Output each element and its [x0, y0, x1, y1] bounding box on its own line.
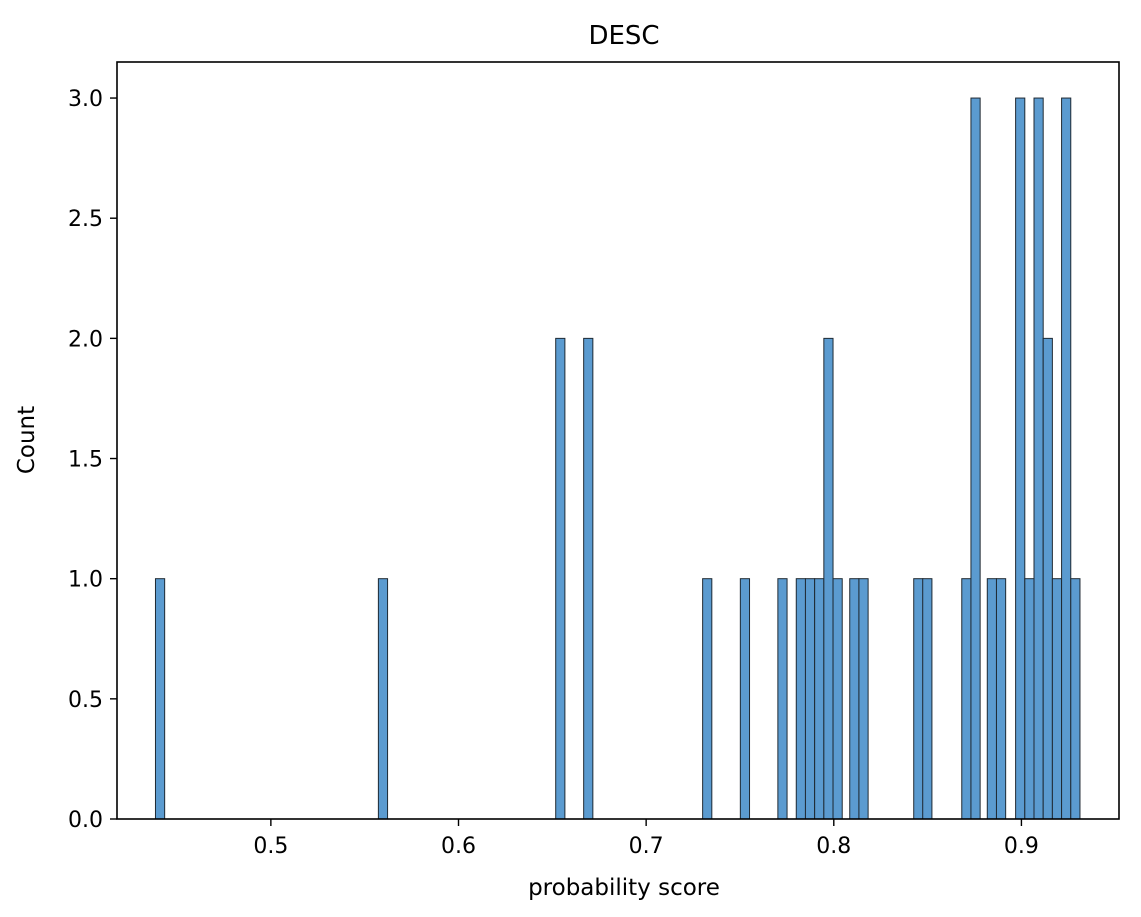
histogram-bar [1061, 97, 1072, 820]
histogram-bar [858, 578, 869, 820]
histogram-bar [913, 578, 924, 820]
histogram-bar [823, 337, 834, 820]
histogram-bar [1051, 578, 1063, 820]
histogram-bar [1033, 97, 1044, 820]
y-tick-label: 1.0 [68, 568, 103, 593]
histogram-bar [377, 578, 389, 820]
y-axis-label: Count [14, 406, 40, 474]
y-tick-label: 3.0 [68, 87, 103, 112]
bars-layer [154, 97, 1081, 820]
histogram-bar [970, 97, 981, 820]
histogram-bar [849, 578, 860, 820]
histogram-bar [702, 578, 713, 820]
histogram-bar [777, 578, 788, 820]
y-tick-label: 0.0 [68, 808, 103, 833]
histogram-bar [739, 578, 751, 820]
histogram-bar [804, 578, 816, 820]
x-tick-label: 0.5 [253, 834, 288, 859]
histogram-bar [832, 578, 843, 820]
histogram-bar [583, 337, 594, 820]
plot-frame [116, 61, 1120, 820]
y-tick-label: 0.5 [68, 688, 103, 713]
histogram-bar [795, 578, 806, 820]
histogram-bar [1015, 97, 1026, 820]
y-tick-label: 2.0 [68, 327, 103, 352]
x-tick-label: 0.6 [441, 834, 476, 859]
chart-title: DESC [588, 21, 659, 51]
histogram-bar [922, 578, 933, 820]
histogram-bar [986, 578, 997, 820]
histogram-bar [961, 578, 972, 820]
histogram-bar [995, 578, 1007, 820]
x-axis-label: probability score [528, 875, 720, 901]
x-tick-label: 0.8 [816, 834, 851, 859]
histogram-bar [1070, 578, 1081, 820]
histogram-bar [814, 578, 825, 820]
histogram-bar [154, 578, 166, 820]
y-axis: 0.0 0.5 1.0 1.5 2.0 2.5 3.0 [68, 87, 117, 833]
x-axis: 0.5 0.6 0.7 0.8 0.9 [253, 819, 1039, 859]
histogram-bar [555, 337, 566, 820]
y-tick-label: 1.5 [68, 448, 103, 473]
x-tick-label: 0.9 [1004, 834, 1039, 859]
y-tick-label: 2.5 [68, 207, 103, 232]
x-tick-label: 0.7 [629, 834, 664, 859]
histogram-bar [1024, 578, 1035, 820]
histogram-bar [1042, 337, 1053, 820]
